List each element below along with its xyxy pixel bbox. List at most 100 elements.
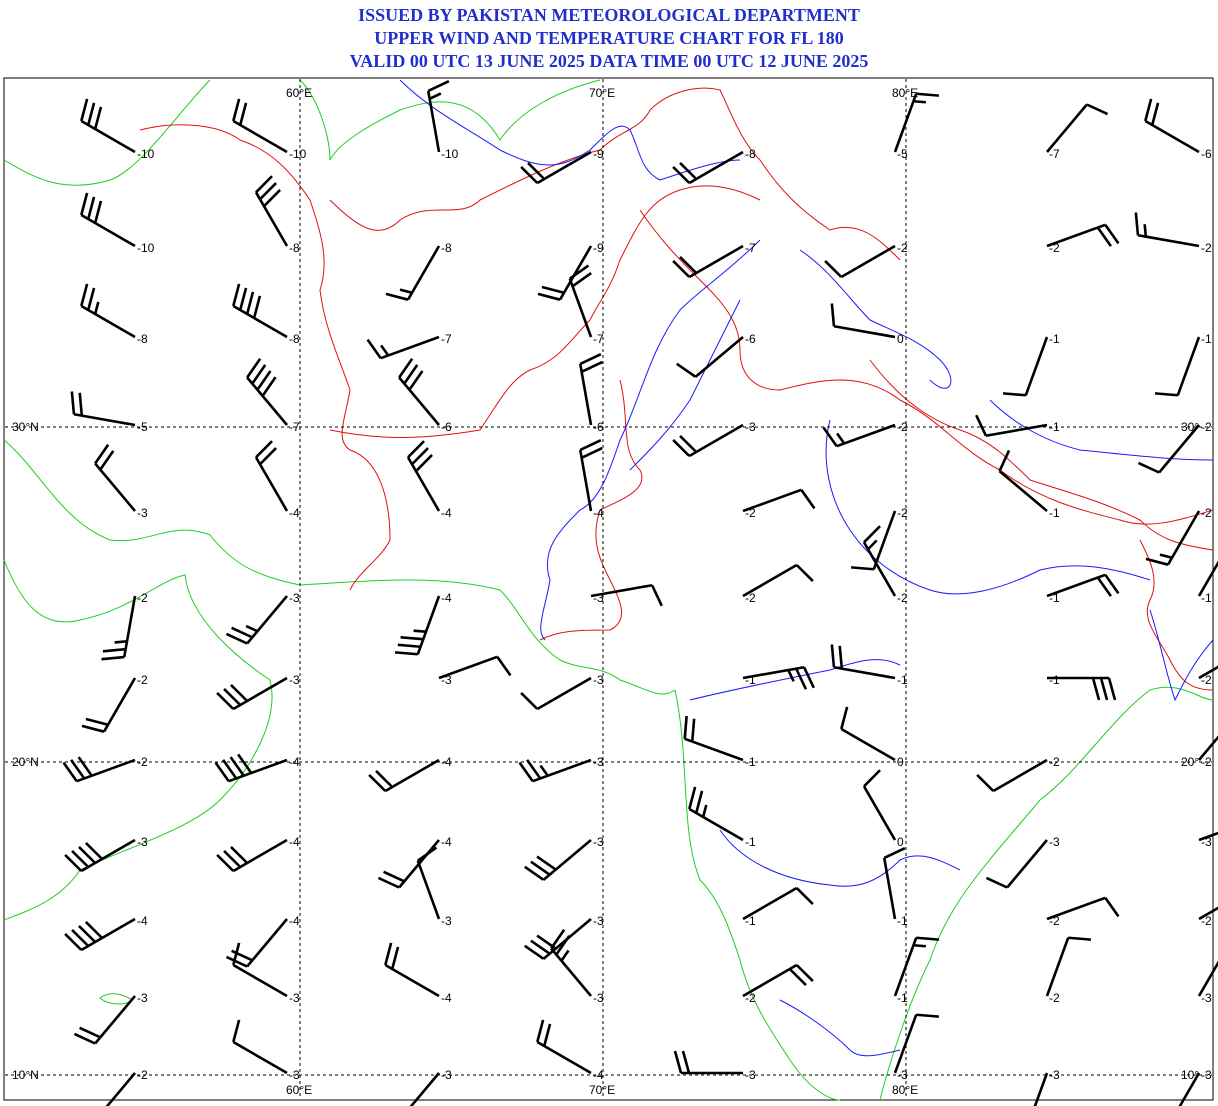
temperature-label: -6 [441, 420, 452, 434]
wind-barb [862, 769, 897, 841]
wind-barb-feather [1096, 226, 1112, 247]
temperature-label: -4 [441, 991, 452, 1005]
wind-barb-shaft [536, 150, 592, 185]
wind-barb-feather [672, 166, 691, 184]
wind-barb-feather [536, 1019, 545, 1043]
wind-barb-feather [230, 684, 249, 702]
temperature-label: -4 [441, 835, 452, 849]
temperature-label: -2 [1201, 241, 1212, 255]
river-indus [399, 79, 741, 181]
wind-barb-feather [252, 295, 262, 319]
wind-barb-feather [64, 933, 83, 951]
wind-barb-half-feather [787, 669, 795, 682]
wind-barb-feather [223, 850, 242, 868]
wind-barb-shaft [232, 838, 288, 873]
coastline-north-east [299, 79, 601, 161]
temperature-label: -4 [441, 506, 452, 520]
wind-barb-feather [1104, 224, 1120, 245]
wind-barb-shaft [1045, 937, 1070, 997]
wind-barb-feather [79, 1026, 101, 1039]
temperature-label: -2 [137, 755, 148, 769]
wind-barb-feather [1086, 103, 1109, 116]
wind-barb-shaft [694, 336, 744, 378]
temperature-label: -2 [1201, 420, 1212, 434]
wind-barb-shaft [1046, 103, 1088, 153]
wind-barb-feather [246, 358, 262, 379]
temperature-label: -4 [289, 506, 300, 520]
wind-barb [893, 936, 940, 997]
wind-barb-feather [1104, 897, 1120, 918]
wind-barb-feather [216, 854, 235, 872]
wind-barb-shaft [992, 758, 1048, 793]
wind-barb [840, 706, 896, 762]
wind-barb-feather [86, 196, 96, 220]
wind-barb-shaft [688, 807, 744, 842]
wind-barb [225, 595, 288, 645]
wind-barb [384, 942, 440, 998]
temperature-label: -2 [1201, 755, 1212, 769]
wind-barb-shaft [1046, 223, 1106, 248]
wind-barb-feather [672, 439, 691, 457]
wind-barb [64, 838, 136, 873]
river-ganga-east [989, 399, 1214, 461]
wind-barb-feather [1145, 557, 1169, 566]
wind-barb-shaft [688, 244, 744, 279]
wind-barb-feather [1096, 576, 1112, 597]
lon-label-60e-bottom: 60°E [286, 1083, 312, 1097]
wind-barb-feather [530, 860, 551, 876]
wind-barb-feather [916, 936, 940, 941]
wind-barb-feather [237, 753, 253, 774]
wind-barb-half-feather [1159, 553, 1173, 560]
wind-barb-shaft [893, 93, 918, 153]
temperature-label: -5 [137, 420, 148, 434]
wind-barb-shaft [426, 90, 441, 153]
wind-barb [80, 192, 136, 248]
wind-barb-shaft [384, 963, 440, 998]
wind-barb-feather [679, 162, 698, 180]
wind-barb-feather [400, 636, 424, 641]
temperature-label: 0 [897, 332, 904, 346]
temperature-label: -2 [1049, 991, 1060, 1005]
temperature-label: -4 [289, 914, 300, 928]
wind-barb [672, 423, 744, 458]
wind-barb [1144, 98, 1200, 154]
wind-barb-feather [690, 718, 696, 742]
wind-barb [1154, 336, 1201, 397]
wind-barb [62, 756, 136, 783]
wind-barb-feather [78, 846, 97, 864]
wind-barb-feather [672, 260, 691, 278]
wind-barb-feather [231, 949, 253, 962]
wind-barb-shaft [536, 676, 592, 711]
wind-barb-half-feather [413, 629, 427, 634]
wind-barb [368, 758, 440, 793]
wind-barb-feather [230, 846, 249, 864]
wind-barb [398, 358, 440, 426]
wind-barb-shaft [105, 1072, 136, 1106]
wind-barb [518, 758, 592, 783]
wind-barb [830, 644, 896, 680]
wind-barb-feather [384, 942, 393, 966]
wind-barb-half-feather [867, 539, 878, 551]
temperature-label: 0 [897, 835, 904, 849]
wind-barb-feather [673, 1050, 683, 1074]
wind-barb-feather [368, 774, 387, 792]
wind-barb [742, 886, 814, 921]
political-borders [139, 87, 1214, 691]
wind-barb [214, 753, 288, 783]
wind-barb-shaft [80, 213, 136, 248]
wind-barb-shaft [578, 363, 593, 426]
wind-barb-shaft [998, 470, 1048, 512]
wind-barb [73, 995, 136, 1045]
wind-barb-feather [71, 850, 90, 868]
temperature-label: -3 [897, 1068, 908, 1082]
wind-barb-feather [390, 946, 400, 970]
coastline-arabian-sea [3, 439, 676, 695]
wind-barb [385, 245, 441, 301]
wind-barb-shaft [742, 963, 798, 998]
wind-barb [850, 510, 897, 571]
temperature-label: -1 [897, 991, 908, 1005]
wind-barb [1046, 573, 1120, 598]
wind-barb [985, 839, 1048, 889]
coastline-north [3, 79, 211, 186]
